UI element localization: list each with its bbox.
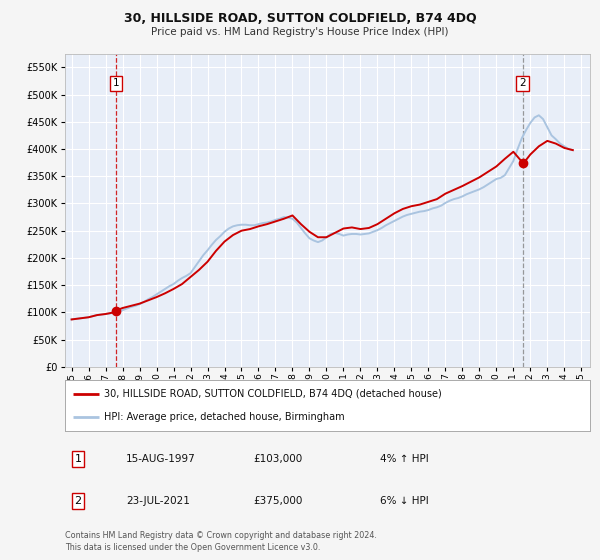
Text: 1: 1 — [74, 454, 82, 464]
Text: Price paid vs. HM Land Registry's House Price Index (HPI): Price paid vs. HM Land Registry's House … — [151, 27, 449, 37]
Text: 30, HILLSIDE ROAD, SUTTON COLDFIELD, B74 4DQ (detached house): 30, HILLSIDE ROAD, SUTTON COLDFIELD, B74… — [104, 389, 442, 399]
Text: £103,000: £103,000 — [254, 454, 303, 464]
Text: 1: 1 — [113, 78, 119, 88]
Text: HPI: Average price, detached house, Birmingham: HPI: Average price, detached house, Birm… — [104, 412, 345, 422]
Text: 15-AUG-1997: 15-AUG-1997 — [126, 454, 196, 464]
Text: 23-JUL-2021: 23-JUL-2021 — [126, 496, 190, 506]
Text: 30, HILLSIDE ROAD, SUTTON COLDFIELD, B74 4DQ: 30, HILLSIDE ROAD, SUTTON COLDFIELD, B74… — [124, 12, 476, 25]
Text: 2: 2 — [520, 78, 526, 88]
Text: 4% ↑ HPI: 4% ↑ HPI — [380, 454, 428, 464]
Text: £375,000: £375,000 — [254, 496, 303, 506]
Text: 6% ↓ HPI: 6% ↓ HPI — [380, 496, 428, 506]
Text: This data is licensed under the Open Government Licence v3.0.: This data is licensed under the Open Gov… — [65, 543, 320, 552]
Text: 2: 2 — [74, 496, 82, 506]
Text: Contains HM Land Registry data © Crown copyright and database right 2024.: Contains HM Land Registry data © Crown c… — [65, 531, 377, 540]
